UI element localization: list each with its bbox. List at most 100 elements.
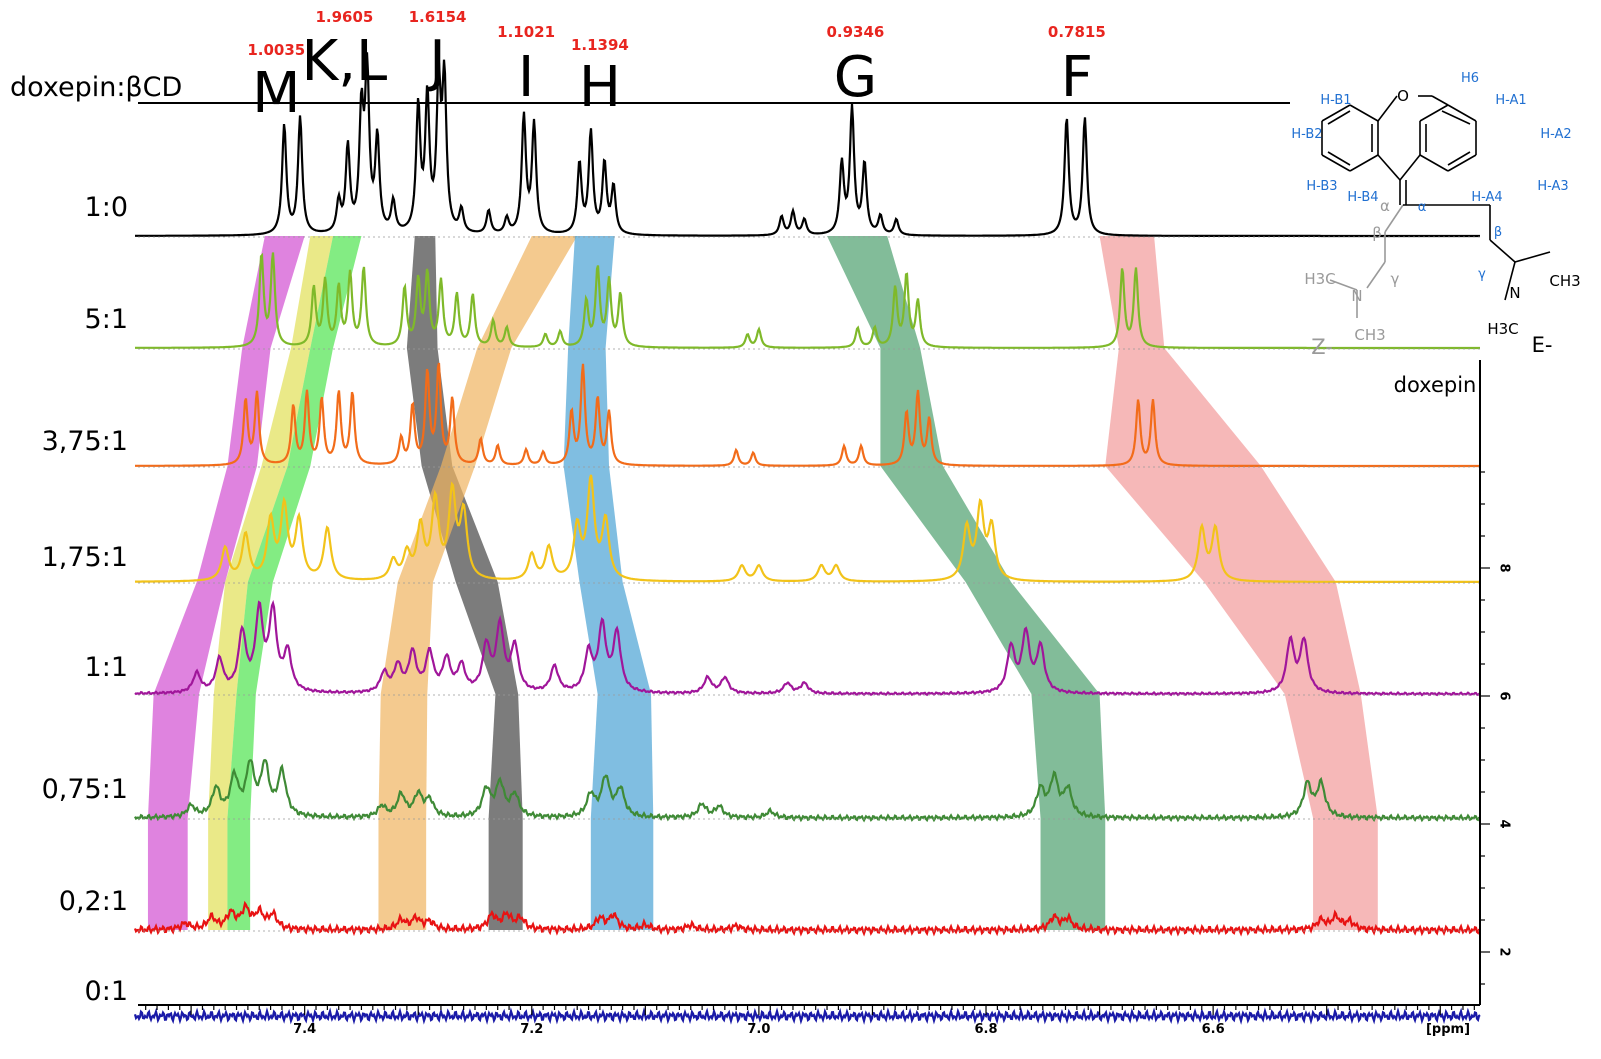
band-I-1 bbox=[477, 236, 578, 348]
axes: 7.4 7.2 7.0 6.8 6.6 [ppm] 2 4 6 8 bbox=[145, 471, 1512, 1037]
bond bbox=[1399, 154, 1421, 181]
band-F-3 bbox=[1105, 466, 1336, 582]
bond bbox=[1349, 104, 1379, 122]
spectrum-3,75:1 bbox=[135, 362, 1480, 468]
bond bbox=[1329, 279, 1358, 291]
bond bbox=[1349, 154, 1379, 172]
mol-H3C: H3C bbox=[1304, 270, 1335, 288]
y-tick-label: 8 bbox=[1497, 563, 1512, 572]
bond bbox=[1321, 104, 1351, 122]
band-F-4 bbox=[1204, 582, 1361, 694]
band-I-4 bbox=[380, 582, 433, 694]
bond bbox=[1377, 95, 1398, 122]
mol-HB1: H-B1 bbox=[1320, 93, 1351, 108]
y-tick-label: 4 bbox=[1497, 819, 1512, 828]
spectrum-1:0 bbox=[135, 52, 1480, 238]
bond bbox=[1447, 104, 1477, 122]
band-M-6 bbox=[147, 818, 188, 930]
band-I-2 bbox=[440, 348, 512, 466]
ratio-label-1:0: 1:0 bbox=[85, 192, 128, 223]
mol-H3C: H3C bbox=[1487, 320, 1518, 338]
band-G-6 bbox=[1040, 818, 1106, 930]
mol-E: E- bbox=[1532, 333, 1553, 357]
bond bbox=[1447, 154, 1477, 172]
ratio-label-5:1: 5:1 bbox=[85, 304, 128, 335]
band-K-3 bbox=[247, 466, 311, 582]
band-H-5 bbox=[590, 694, 654, 818]
band-I-3 bbox=[397, 466, 475, 582]
mol-HB4: H-B4 bbox=[1347, 190, 1378, 205]
band-G-4 bbox=[965, 582, 1100, 694]
x-tick-label: 7.2 bbox=[520, 1022, 543, 1037]
band-M-5 bbox=[147, 694, 200, 818]
band-K-6 bbox=[227, 818, 251, 930]
peak-label-G: G bbox=[834, 45, 877, 110]
band-K-2 bbox=[287, 348, 334, 466]
ratio-label-0,75:1: 0,75:1 bbox=[42, 774, 128, 805]
band-G-1 bbox=[827, 236, 921, 348]
band-J-4 bbox=[455, 582, 519, 694]
band-M-2 bbox=[227, 348, 271, 466]
bond bbox=[1384, 204, 1404, 233]
band-J-6 bbox=[488, 818, 523, 930]
band-F-6 bbox=[1313, 818, 1378, 930]
spectrum-1:1 bbox=[134, 599, 1481, 697]
x-tick-label: 7.4 bbox=[293, 1022, 316, 1037]
ratio-label-1,75:1: 1,75:1 bbox=[42, 542, 128, 573]
x-axis-label: [ppm] bbox=[1426, 1022, 1470, 1037]
peak-label-J: J bbox=[426, 29, 446, 94]
band-H-3 bbox=[563, 466, 623, 582]
ratio-label-0:1: 0:1 bbox=[85, 976, 128, 1007]
spectra-traces bbox=[133, 52, 1481, 1025]
mol-name: doxepin bbox=[1394, 373, 1477, 397]
mol-H6: H6 bbox=[1461, 71, 1479, 86]
mol-HA3: H-A3 bbox=[1537, 179, 1568, 194]
spectrum-0,2:1 bbox=[133, 900, 1481, 937]
peak-label-H: H bbox=[579, 55, 621, 120]
mol-HA4: H-A4 bbox=[1471, 190, 1502, 205]
mol-gamma: γ bbox=[1391, 270, 1400, 288]
header-label: doxepin:βCD bbox=[10, 72, 182, 103]
band-G-5 bbox=[1031, 694, 1106, 818]
bond bbox=[1504, 261, 1516, 301]
mol-gamma: γ bbox=[1478, 267, 1486, 282]
mol-N: N bbox=[1351, 287, 1362, 305]
ratio-label-3,75:1: 3,75:1 bbox=[42, 426, 128, 457]
mol-beta: β bbox=[1372, 224, 1382, 242]
y-tick-label: 6 bbox=[1497, 691, 1512, 700]
bond bbox=[1366, 261, 1386, 289]
x-tick-label: 7.0 bbox=[747, 1022, 770, 1037]
integral-I: 1.1021 bbox=[497, 23, 555, 41]
mol-O: O bbox=[1397, 87, 1409, 105]
spectrum-1,75:1 bbox=[135, 474, 1480, 583]
bond bbox=[1489, 239, 1516, 263]
ratio-label-1:1: 1:1 bbox=[85, 652, 128, 683]
mol-alpha: α bbox=[1418, 200, 1427, 215]
peak-label-F: F bbox=[1061, 45, 1093, 110]
ratio-label-0,2:1: 0,2:1 bbox=[59, 886, 128, 917]
bond bbox=[1321, 154, 1351, 172]
x-tick-label: 6.8 bbox=[975, 1022, 998, 1037]
peak-tracking-bands bbox=[147, 236, 1378, 930]
mol-HA1: H-A1 bbox=[1495, 93, 1526, 108]
integral-G: 0.9346 bbox=[826, 23, 884, 41]
peak-label-I: I bbox=[518, 45, 535, 110]
spectrum-0,75:1 bbox=[134, 758, 1481, 823]
band-F-2 bbox=[1105, 348, 1261, 466]
mol-CH3: CH3 bbox=[1354, 326, 1385, 344]
band-I-5 bbox=[378, 694, 428, 818]
integral-H: 1.1394 bbox=[571, 36, 629, 54]
band-F-1 bbox=[1099, 236, 1165, 348]
integral-J: 1.6154 bbox=[409, 8, 467, 26]
mol-alpha: α bbox=[1380, 197, 1390, 215]
mol-N: N bbox=[1509, 284, 1520, 302]
x-tick-label: 6.6 bbox=[1202, 1022, 1225, 1037]
labels: doxepin:βCD 1:0 5:1 3,75:1 1,75:1 1:1 0,75:1 0,… bbox=[10, 8, 1106, 1007]
band-K-1 bbox=[310, 236, 362, 348]
y-tick-label: 2 bbox=[1497, 947, 1512, 956]
mol-HB3: H-B3 bbox=[1306, 179, 1337, 194]
bond bbox=[1419, 154, 1449, 172]
bond bbox=[1431, 95, 1449, 106]
